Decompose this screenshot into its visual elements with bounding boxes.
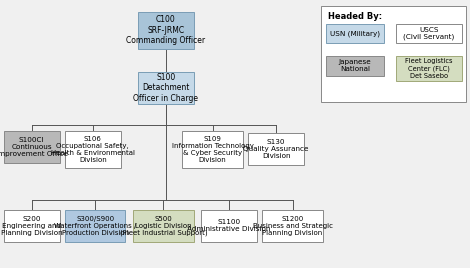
Text: Japanese
National: Japanese National bbox=[338, 59, 371, 72]
Text: S109
Information Technology
& Cyber Security
Division: S109 Information Technology & Cyber Secu… bbox=[172, 136, 254, 163]
FancyBboxPatch shape bbox=[138, 72, 194, 104]
Text: S200
Engineering and
Planning Division: S200 Engineering and Planning Division bbox=[1, 216, 63, 236]
Text: S300/S900
Waterfront Operations /
Production Division: S300/S900 Waterfront Operations / Produc… bbox=[54, 216, 136, 236]
Text: S500
Logistic Division
(Fleet Industrial Support): S500 Logistic Division (Fleet Industrial… bbox=[119, 215, 207, 236]
Text: USN (Military): USN (Military) bbox=[330, 30, 380, 37]
Text: S130
Quality Assurance
Division: S130 Quality Assurance Division bbox=[243, 139, 309, 159]
FancyBboxPatch shape bbox=[138, 12, 194, 49]
FancyBboxPatch shape bbox=[133, 210, 194, 242]
FancyBboxPatch shape bbox=[326, 24, 384, 43]
FancyBboxPatch shape bbox=[4, 131, 60, 163]
FancyBboxPatch shape bbox=[4, 210, 60, 242]
Text: USCS
(Civil Servant): USCS (Civil Servant) bbox=[403, 27, 454, 40]
FancyBboxPatch shape bbox=[396, 24, 462, 43]
FancyBboxPatch shape bbox=[396, 56, 462, 81]
FancyBboxPatch shape bbox=[65, 131, 121, 168]
Text: C100
SRF-JRMC
Commanding Officer: C100 SRF-JRMC Commanding Officer bbox=[126, 15, 205, 45]
Text: Fleet Logistics
Center (FLC)
Det Sasebo: Fleet Logistics Center (FLC) Det Sasebo bbox=[405, 58, 453, 79]
FancyBboxPatch shape bbox=[262, 210, 323, 242]
FancyBboxPatch shape bbox=[182, 131, 243, 168]
Text: S1200
Business and Strategic
Planning Division: S1200 Business and Strategic Planning Di… bbox=[252, 216, 333, 236]
FancyBboxPatch shape bbox=[326, 56, 384, 76]
Text: S100CI
Continuous
Improvement Office: S100CI Continuous Improvement Office bbox=[0, 137, 68, 157]
FancyBboxPatch shape bbox=[201, 210, 257, 242]
FancyBboxPatch shape bbox=[321, 6, 466, 102]
FancyBboxPatch shape bbox=[65, 210, 125, 242]
Text: Headed By:: Headed By: bbox=[328, 12, 382, 21]
Text: S100
Detachment
Officer in Charge: S100 Detachment Officer in Charge bbox=[133, 73, 198, 103]
FancyBboxPatch shape bbox=[248, 133, 304, 165]
Text: S1100
Administrative Division: S1100 Administrative Division bbox=[188, 219, 271, 232]
Text: S106
Occupational Safety,
Health & Environmental
Division: S106 Occupational Safety, Health & Envir… bbox=[51, 136, 135, 163]
